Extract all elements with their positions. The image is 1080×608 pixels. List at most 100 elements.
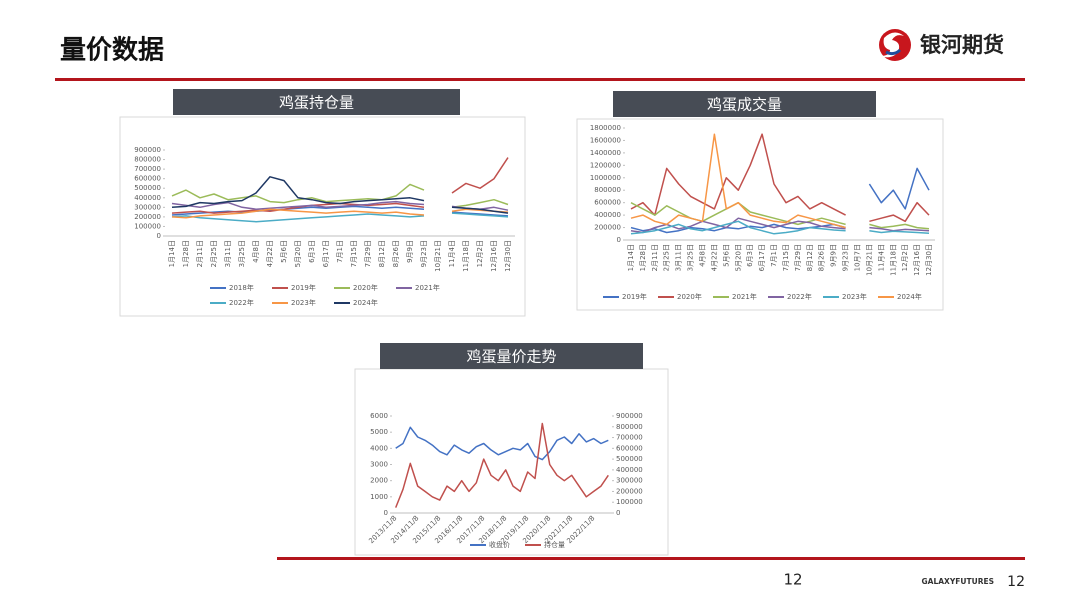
y-tick-label: 200000 — [594, 224, 621, 232]
x-tick-label: 7月1日 — [336, 240, 344, 263]
legend-label: 2019年 — [291, 283, 316, 292]
x-tick-label: 6月3日 — [308, 240, 316, 263]
x-tick-label: 1月28日 — [182, 240, 190, 267]
x-tick-label: 12月30日 — [925, 244, 933, 276]
x-tick-label: 2月11日 — [651, 244, 659, 271]
series-line — [171, 157, 509, 214]
logo-icon — [879, 29, 911, 61]
x-tick-label: 12月2日 — [901, 244, 909, 271]
y-tick-label: 1200000 — [590, 161, 621, 169]
x-tick-label: 9月23日 — [420, 240, 428, 267]
x-tick-label: 10月21日 — [434, 240, 442, 272]
series-line — [630, 220, 930, 235]
x-tick-label: 5月6日 — [722, 244, 730, 267]
legend-label: 2018年 — [229, 283, 254, 292]
series-line — [395, 426, 609, 461]
footer-brand: GALAXYFUTURES — [922, 577, 994, 586]
footer-rule — [277, 557, 1025, 560]
y-tick-label: 400000 — [594, 211, 621, 219]
x-tick-label: 2月11日 — [196, 240, 204, 267]
legend-label: 2024年 — [897, 292, 922, 301]
y-tick-label: 2000 — [370, 477, 388, 485]
y2-tick-label: 300000 — [616, 477, 643, 485]
chart-title-box — [173, 89, 460, 115]
series-line — [171, 212, 509, 223]
y2-tick-label: 900000 — [616, 412, 643, 420]
x-tick-label: 12月16日 — [913, 244, 921, 276]
x-tick-label: 5月20日 — [294, 240, 302, 267]
y-tick-label: 0 — [384, 509, 388, 517]
x-tick-label: 11月18日 — [462, 240, 470, 272]
x-tick-label: 11月4日 — [448, 240, 456, 267]
y-tick-label: 600000 — [134, 175, 161, 183]
y2-tick-label: 100000 — [616, 498, 643, 506]
x-tick-label: 11月18日 — [889, 244, 897, 276]
legend-label: 2019年 — [622, 292, 647, 301]
y-tick-label: 3000 — [370, 461, 388, 469]
legend-label: 收盘价 — [489, 540, 510, 549]
y2-tick-label: 600000 — [616, 444, 643, 452]
x-tick-label: 8月12日 — [378, 240, 386, 267]
x-tick-label: 3月25日 — [687, 244, 695, 271]
x-tick-label: 6月17日 — [322, 240, 330, 267]
y2-tick-label: 500000 — [616, 455, 643, 463]
legend-label: 2020年 — [677, 292, 702, 301]
y-tick-label: 200000 — [134, 213, 161, 221]
legend-label: 2021年 — [732, 292, 757, 301]
y2-tick-label: 400000 — [616, 466, 643, 474]
x-tick-label: 2月25日 — [663, 244, 671, 271]
x-tick-label: 10月7日 — [854, 244, 862, 271]
chart-title: 鸡蛋成交量 — [707, 96, 782, 114]
y2-tick-label: 0 — [616, 509, 620, 517]
y-tick-label: 600000 — [594, 199, 621, 207]
page-number: 12 — [783, 571, 802, 589]
x-tick-label: 4月22日 — [266, 240, 274, 267]
x-tick-label: 4月22日 — [710, 244, 718, 271]
y-tick-label: 5000 — [370, 428, 388, 436]
y-tick-label: 4000 — [370, 444, 388, 452]
x-tick-label: 3月11日 — [675, 244, 683, 271]
y-tick-label: 900000 — [134, 146, 161, 154]
x-tick-label: 7月1日 — [770, 244, 778, 267]
x-tick-label: 8月26日 — [392, 240, 400, 267]
x-tick-label: 7月29日 — [364, 240, 372, 267]
legend-label: 2023年 — [842, 292, 867, 301]
x-tick-label: 1月14日 — [168, 240, 176, 267]
x-tick-label: 1月28日 — [639, 244, 647, 271]
y-tick-label: 1000 — [370, 493, 388, 501]
x-tick-label: 4月8日 — [699, 244, 707, 267]
x-tick-label: 12月2日 — [476, 240, 484, 267]
y-tick-label: 1000000 — [590, 174, 621, 182]
chart-title: 鸡蛋量价走势 — [466, 348, 556, 366]
y2-tick-label: 700000 — [616, 434, 643, 442]
series-line — [171, 176, 509, 214]
x-tick-label: 4月8日 — [252, 240, 260, 263]
y-tick-label: 400000 — [134, 194, 161, 202]
x-tick-label: 8月12日 — [806, 244, 814, 271]
y2-tick-label: 200000 — [616, 487, 643, 495]
x-tick-label: 5月6日 — [280, 240, 288, 263]
slide-title: 量价数据 — [60, 36, 164, 66]
x-tick-label: 9月23日 — [842, 244, 850, 271]
x-tick-label: 6月17日 — [758, 244, 766, 271]
x-tick-label: 3月11日 — [224, 240, 232, 267]
legend-label: 持仓量 — [544, 540, 565, 549]
y-tick-label: 1600000 — [590, 136, 621, 144]
y-tick-label: 1800000 — [590, 124, 621, 132]
header-rule — [55, 78, 1025, 81]
x-tick-label: 7月29日 — [794, 244, 802, 271]
x-tick-label: 10月21日 — [865, 244, 873, 276]
y-tick-label: 500000 — [134, 184, 161, 192]
x-tick-label: 7月15日 — [350, 240, 358, 267]
footer-page-number: 12 — [1007, 574, 1025, 590]
series-line — [630, 133, 846, 229]
x-tick-label: 5月20日 — [734, 244, 742, 271]
y-tick-label: 1400000 — [590, 149, 621, 157]
x-tick-label: 2月25日 — [210, 240, 218, 267]
y2-tick-label: 800000 — [616, 423, 643, 431]
y-tick-label: 100000 — [134, 222, 161, 230]
y-tick-label: 800000 — [134, 156, 161, 164]
y-tick-label: 0 — [617, 236, 621, 244]
series-line — [395, 422, 609, 508]
